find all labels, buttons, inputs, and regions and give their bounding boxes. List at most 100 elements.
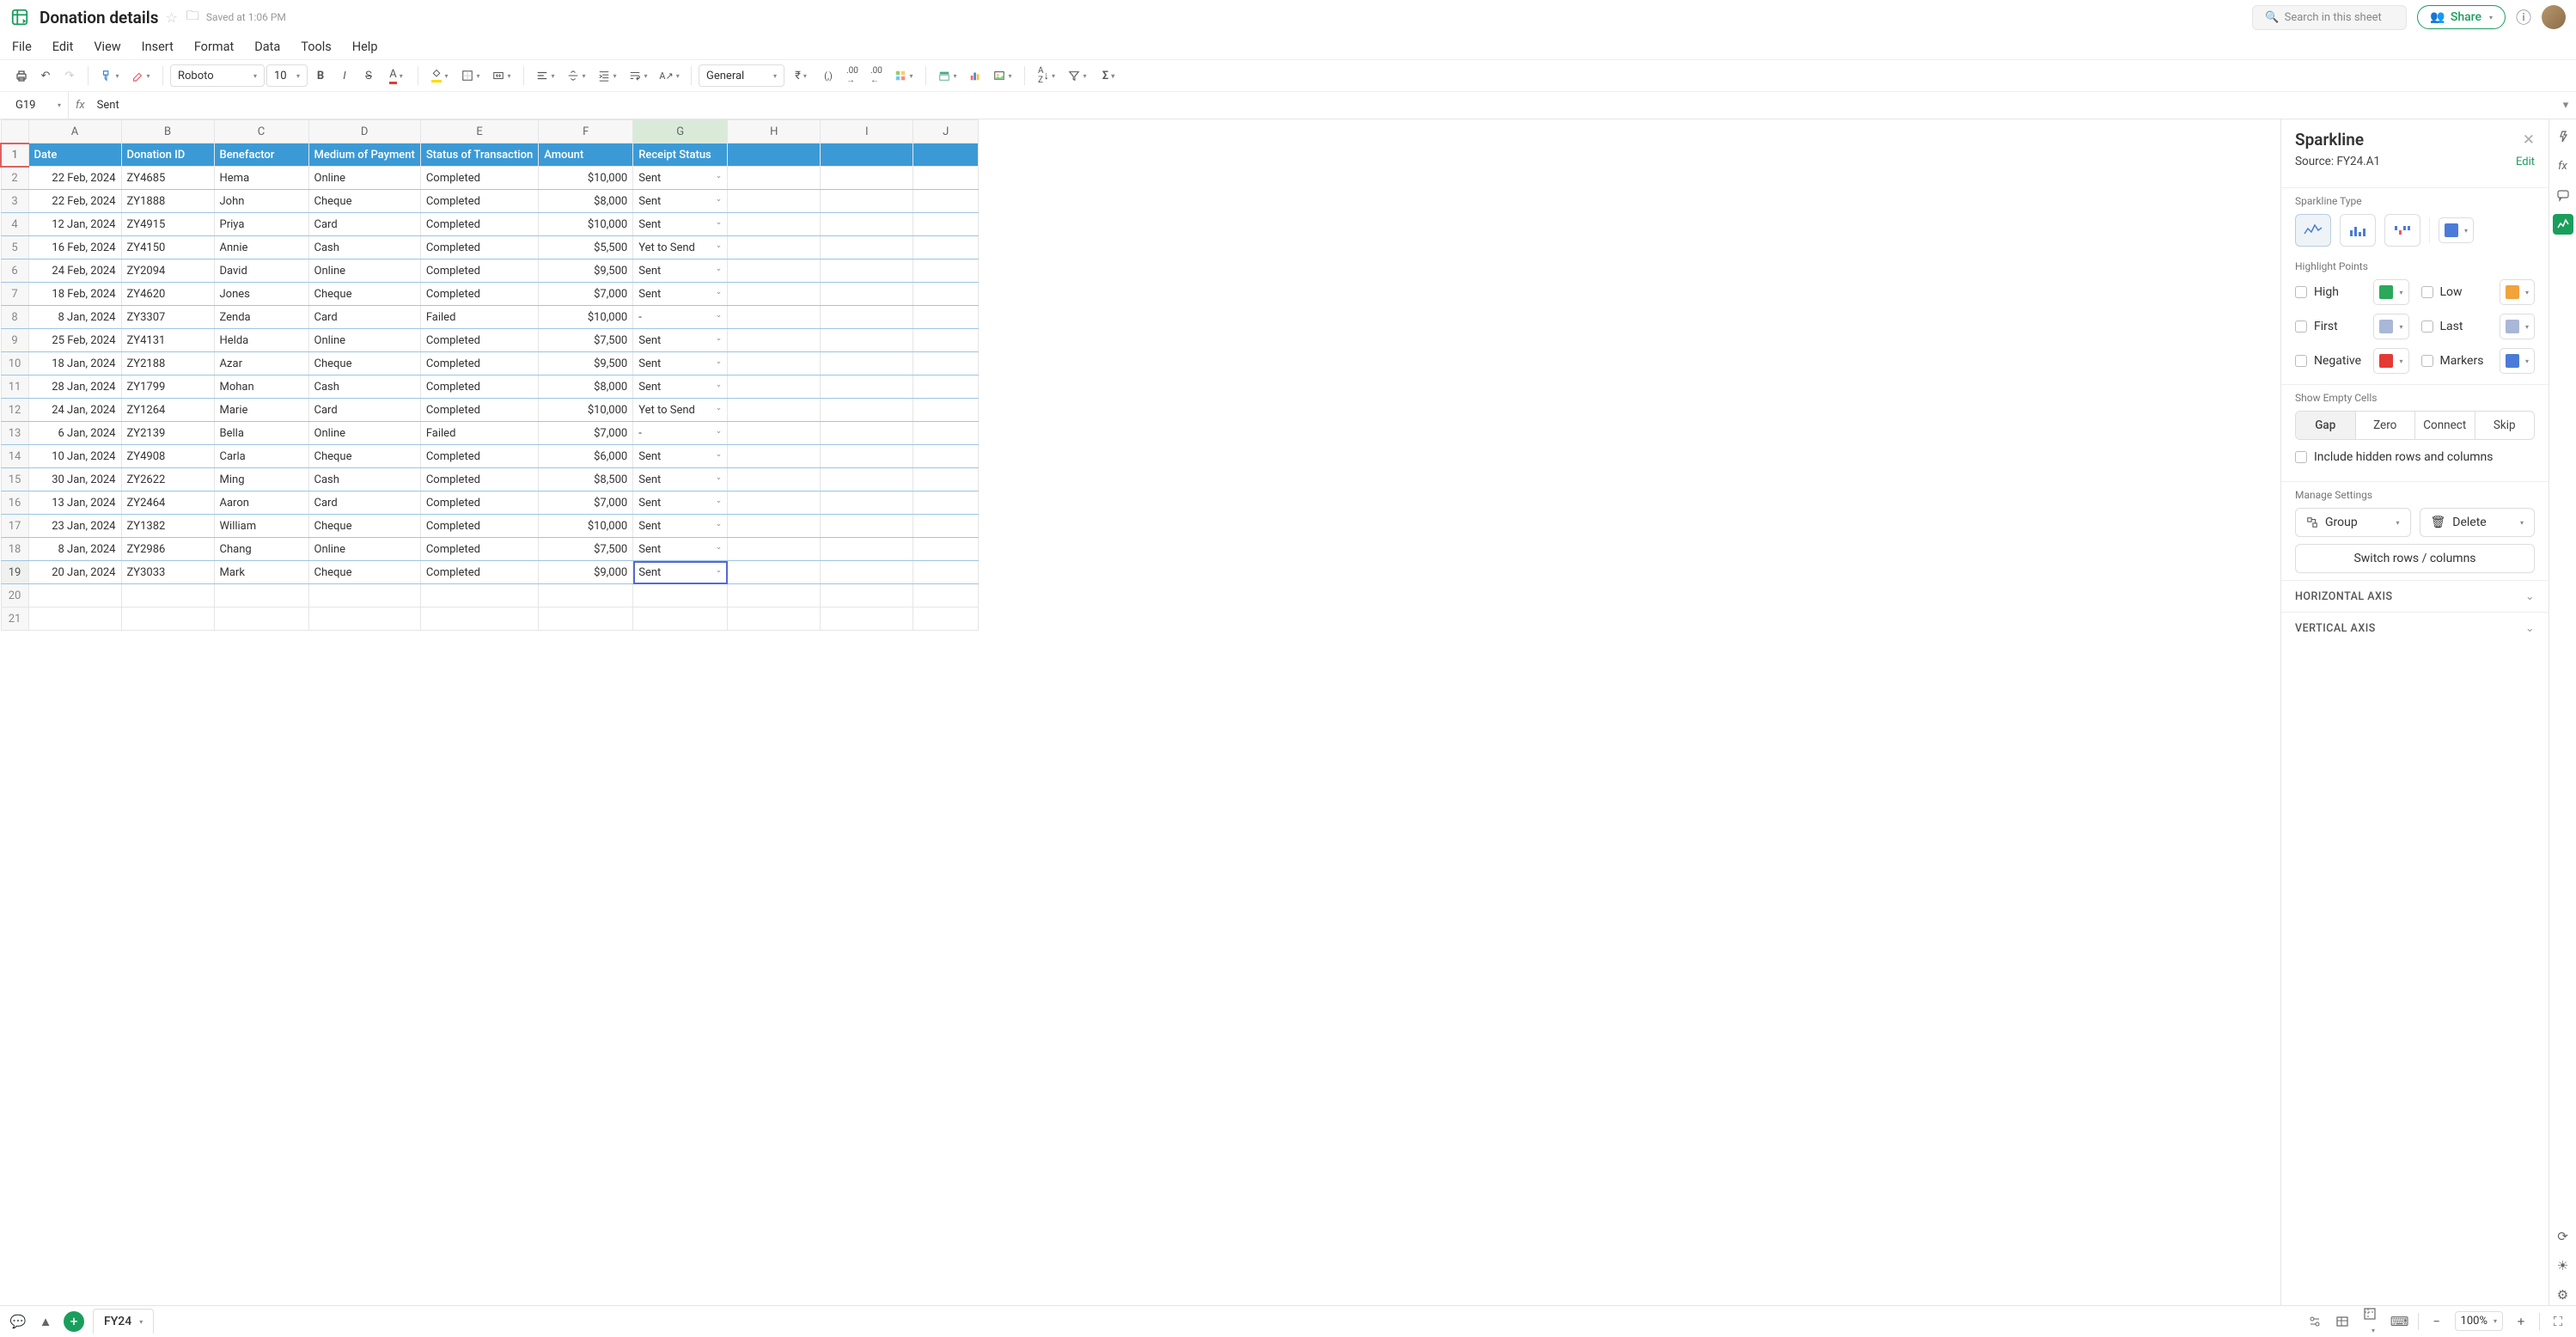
color-last[interactable]: ▾	[2500, 314, 2535, 339]
cell[interactable]: $7,000	[539, 422, 633, 445]
cell[interactable]: ZY1382	[121, 515, 214, 538]
settings-strip-icon[interactable]: ⚙	[2553, 1285, 2573, 1305]
cell[interactable]: Sent⌄	[633, 445, 728, 468]
user-avatar[interactable]	[2542, 5, 2566, 29]
row-header[interactable]: 18	[1, 538, 28, 561]
menu-tools[interactable]: Tools	[301, 40, 332, 54]
column-header[interactable]: J	[913, 120, 979, 143]
cell[interactable]: Cash	[308, 375, 420, 399]
row-header[interactable]: 16	[1, 491, 28, 515]
cell[interactable]	[420, 584, 538, 607]
row-header[interactable]: 5	[1, 236, 28, 259]
cell[interactable]: $8,000	[539, 190, 633, 213]
cell[interactable]	[913, 491, 979, 515]
cell[interactable]: Sent⌄	[633, 352, 728, 375]
formula-input[interactable]: Sent	[92, 99, 2555, 112]
cell[interactable]	[214, 584, 308, 607]
cell[interactable]	[821, 375, 913, 399]
format-painter-icon[interactable]: ▾	[95, 64, 125, 87]
cell[interactable]: 18 Jan, 2024	[28, 352, 121, 375]
cell[interactable]	[728, 306, 821, 329]
cell[interactable]	[728, 213, 821, 236]
cell[interactable]	[821, 143, 913, 167]
column-header[interactable]: E	[420, 120, 538, 143]
cell[interactable]: Sent⌄	[633, 561, 728, 584]
cell[interactable]: Sent⌄	[633, 259, 728, 283]
cell[interactable]: Online	[308, 259, 420, 283]
column-header[interactable]: H	[728, 120, 821, 143]
cell[interactable]	[728, 399, 821, 422]
cell[interactable]	[913, 259, 979, 283]
cell[interactable]: ZY1264	[121, 399, 214, 422]
cell[interactable]	[913, 283, 979, 306]
row-header[interactable]: 2	[1, 167, 28, 190]
cell[interactable]: Card	[308, 213, 420, 236]
cell[interactable]: John	[214, 190, 308, 213]
info-icon[interactable]: ⓘ	[2516, 6, 2531, 28]
chat-icon[interactable]: 💬	[9, 1314, 27, 1329]
cell[interactable]: Card	[308, 306, 420, 329]
cell[interactable]	[821, 352, 913, 375]
horizontal-axis-header[interactable]: HORIZONTAL AXIS ⌄	[2281, 580, 2549, 612]
cell[interactable]	[913, 306, 979, 329]
currency-icon[interactable]: ₹▾	[786, 64, 815, 87]
cell[interactable]	[821, 213, 913, 236]
cell[interactable]: -⌄	[633, 422, 728, 445]
cell[interactable]: Priya	[214, 213, 308, 236]
cell[interactable]: Marie	[214, 399, 308, 422]
cell[interactable]: -⌄	[633, 306, 728, 329]
wrap-icon[interactable]: ▾	[624, 64, 653, 87]
cell[interactable]: $10,000	[539, 306, 633, 329]
sparkline-color-picker[interactable]: ▾	[2439, 217, 2474, 243]
cell[interactable]: Completed	[420, 236, 538, 259]
cell[interactable]: Cheque	[308, 561, 420, 584]
redo-icon[interactable]: ↷	[58, 64, 81, 87]
table-header-cell[interactable]: Status of Transaction	[420, 143, 538, 167]
row-header[interactable]: 6	[1, 259, 28, 283]
cell[interactable]: Chang	[214, 538, 308, 561]
cell[interactable]	[539, 607, 633, 631]
cell[interactable]	[214, 607, 308, 631]
cell[interactable]: 8 Jan, 2024	[28, 538, 121, 561]
cell[interactable]: 28 Jan, 2024	[28, 375, 121, 399]
cell[interactable]	[633, 607, 728, 631]
zoom-out-icon[interactable]: −	[2427, 1314, 2446, 1329]
automation-icon[interactable]	[2553, 126, 2573, 147]
zoom-select[interactable]: 100%▾	[2455, 1311, 2503, 1331]
row-header[interactable]: 8	[1, 306, 28, 329]
row-header[interactable]: 4	[1, 213, 28, 236]
checkbox-low[interactable]: Low	[2421, 285, 2487, 299]
cell[interactable]	[913, 468, 979, 491]
cell[interactable]: Ming	[214, 468, 308, 491]
cell[interactable]: 23 Jan, 2024	[28, 515, 121, 538]
cell[interactable]	[821, 607, 913, 631]
cell[interactable]: ZY4915	[121, 213, 214, 236]
column-header[interactable]: I	[821, 120, 913, 143]
cell[interactable]	[728, 259, 821, 283]
cell[interactable]: Online	[308, 538, 420, 561]
table-header-cell[interactable]: Medium of Payment	[308, 143, 420, 167]
fill-color-icon[interactable]: ▾	[425, 64, 455, 87]
cell[interactable]: ZY2139	[121, 422, 214, 445]
sparkline-strip-icon[interactable]	[2553, 214, 2573, 235]
cell[interactable]: Sent⌄	[633, 538, 728, 561]
cell[interactable]: Completed	[420, 468, 538, 491]
font-size-select[interactable]: 10▾	[266, 64, 308, 87]
cell[interactable]	[821, 515, 913, 538]
seg-skip[interactable]: Skip	[2475, 412, 2535, 439]
cell[interactable]	[821, 236, 913, 259]
cell[interactable]: Sent⌄	[633, 213, 728, 236]
brightness-icon[interactable]: ☀	[2553, 1255, 2573, 1276]
share-button[interactable]: 👥 Share ▾	[2417, 5, 2506, 29]
cell[interactable]: 13 Jan, 2024	[28, 491, 121, 515]
cell[interactable]: Cheque	[308, 283, 420, 306]
cell[interactable]	[821, 329, 913, 352]
cell[interactable]: Completed	[420, 538, 538, 561]
column-header[interactable]: D	[308, 120, 420, 143]
cell[interactable]: Sent⌄	[633, 167, 728, 190]
cell[interactable]	[728, 143, 821, 167]
cell[interactable]: Sent⌄	[633, 283, 728, 306]
cell[interactable]	[913, 375, 979, 399]
cell[interactable]: ZY2188	[121, 352, 214, 375]
cell[interactable]: 24 Feb, 2024	[28, 259, 121, 283]
